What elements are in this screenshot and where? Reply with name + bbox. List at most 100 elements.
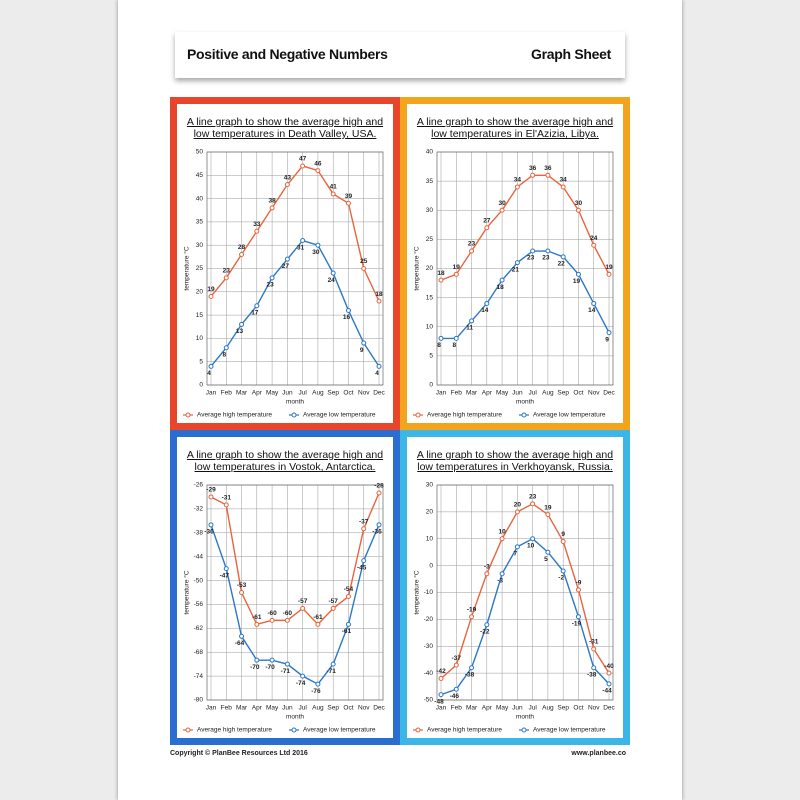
data-label: 47	[299, 156, 307, 163]
data-label: 23	[468, 241, 476, 248]
y-tick-label: 10	[196, 335, 204, 342]
data-point	[530, 536, 536, 542]
card: A line graph to show the average high an…	[407, 104, 623, 423]
data-label: 17	[251, 309, 259, 316]
data-point	[223, 275, 229, 281]
data-label: 25	[360, 258, 368, 265]
data-point	[239, 590, 245, 595]
y-tick-label: 10	[426, 323, 434, 330]
x-tick-label: Jan	[436, 390, 447, 397]
x-tick-label: May	[496, 390, 509, 397]
data-point	[606, 330, 612, 336]
data-label: 19	[453, 264, 461, 271]
x-tick-label: Nov	[588, 390, 600, 397]
x-tick-label: Nov	[588, 705, 600, 712]
data-label: -71	[281, 668, 291, 675]
data-label: -37	[452, 655, 462, 662]
y-tick-label: 0	[429, 562, 433, 569]
y-tick-label: -68	[194, 649, 204, 656]
x-tick-label: Nov	[358, 705, 370, 712]
x-tick-label: Dec	[373, 390, 385, 397]
data-label: -74	[296, 680, 306, 687]
x-tick-label: Jun	[512, 390, 523, 397]
chart-title: A line graph to show the average high an…	[186, 449, 384, 473]
data-label: -64	[235, 640, 245, 647]
legend-marker	[521, 412, 527, 418]
data-label: 38	[268, 198, 276, 205]
data-label: 18	[496, 284, 504, 291]
data-point	[545, 172, 551, 178]
data-label: 43	[284, 174, 292, 181]
data-point	[499, 207, 505, 213]
legend-marker	[291, 412, 297, 418]
data-point	[469, 614, 475, 620]
series-line	[440, 502, 610, 680]
data-point	[208, 522, 214, 528]
data-point	[438, 676, 444, 681]
x-tick-label: Jun	[512, 705, 523, 712]
data-label: 27	[282, 263, 290, 270]
x-tick-label: May	[266, 390, 279, 397]
x-tick-label: Sep	[327, 390, 339, 397]
data-label: 23	[223, 268, 231, 275]
x-tick-label: Oct	[573, 390, 583, 397]
data-label: 41	[330, 184, 338, 191]
data-point	[345, 593, 351, 599]
x-tick-label: Jul	[528, 705, 537, 712]
data-label: 8	[222, 351, 226, 358]
y-tick-label: -32	[194, 506, 204, 513]
y-axis-label: temperature °C	[183, 246, 191, 290]
data-label: 34	[514, 177, 522, 184]
data-label: -31	[222, 495, 232, 502]
data-label: -61	[313, 614, 323, 621]
x-axis-label: month	[286, 714, 304, 721]
series-line	[441, 250, 610, 340]
data-label: -53	[237, 582, 247, 589]
data-point	[469, 665, 475, 671]
data-label: 19	[605, 264, 613, 271]
data-label: 34	[560, 177, 568, 184]
x-tick-label: Mar	[466, 705, 478, 712]
data-label: 10	[527, 542, 535, 549]
data-point	[530, 172, 536, 178]
y-tick-label: 30	[196, 242, 204, 249]
x-tick-label: Aug	[542, 705, 554, 712]
x-tick-label: Mar	[236, 390, 248, 397]
y-tick-label: 30	[426, 482, 434, 489]
legend-label: Average low temperature	[303, 412, 376, 419]
data-point	[469, 318, 475, 324]
data-label: 10	[498, 528, 506, 535]
data-label: 4	[375, 370, 379, 377]
plot-frame	[436, 151, 614, 386]
data-point	[345, 621, 351, 627]
x-tick-label: Mar	[466, 390, 478, 397]
data-label: -42	[436, 668, 446, 675]
x-axis-label: month	[286, 399, 304, 406]
data-point	[239, 252, 245, 258]
y-axis-label: temperature °C	[413, 570, 421, 614]
x-tick-label: May	[496, 705, 509, 712]
y-tick-label: -62	[194, 625, 204, 632]
x-tick-label: Jul	[298, 705, 307, 712]
series-line	[210, 524, 380, 685]
legend-marker	[185, 727, 191, 733]
copyright: Copyright © PlanBee Resources Ltd 2016	[170, 750, 308, 757]
data-label: 33	[253, 221, 261, 228]
data-label: -9	[576, 580, 582, 587]
x-tick-label: Sep	[557, 390, 569, 397]
data-label: -37	[359, 519, 369, 526]
data-point	[239, 321, 245, 327]
data-point	[376, 298, 382, 304]
data-label: -60	[267, 610, 277, 617]
data-label: -22	[480, 628, 490, 635]
chart: -80 -74 -68 -62 -56 -50 -44 -38 -32 -26 Jan Feb Mar A…	[183, 482, 386, 734]
x-tick-label: Dec	[603, 390, 615, 397]
chart: 0 5 10 15 20 25 30 35 40 Jan Feb Mar Apr May Jun Jul Aug…	[413, 149, 616, 419]
y-tick-label: -44	[194, 553, 204, 560]
data-label: 39	[345, 193, 353, 200]
y-tick-label: 15	[196, 312, 204, 319]
x-tick-label: Sep	[557, 705, 569, 712]
data-label: 31	[297, 244, 305, 251]
data-label: 9	[360, 347, 364, 354]
data-point	[254, 621, 260, 627]
